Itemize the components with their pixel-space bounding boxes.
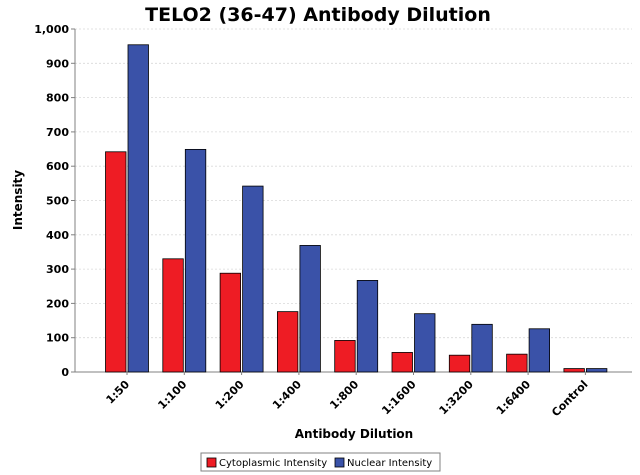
x-tick-label: 1:50 [104,378,133,407]
x-tick-label: Control [549,378,590,419]
x-tick-label: 1:6400 [494,378,534,418]
x-tick-label: 1:1600 [379,378,419,418]
bar-nuclear [127,44,149,373]
y-tick-label: 0 [61,366,69,379]
x-axis-ticks: 1:50 1:100 1:200 1:400 1:800 1:1600 1:3200 1:64… [104,372,591,419]
gridlines [75,28,632,339]
bar-nuclear [528,328,550,373]
bar-nuclear [586,368,608,373]
bar-cytoplasmic [105,151,127,373]
bar-cytoplasmic [448,354,471,373]
y-axis-ticks: 0 100 200 300 400 500 600 700 800 900 1,000 [34,23,75,379]
bar-nuclear [414,313,436,373]
y-tick-label: 600 [46,160,69,173]
bar-cytoplasmic [219,272,242,373]
bar-nuclear [471,323,493,373]
bar-cytoplasmic [334,340,356,373]
bar-nuclear [184,148,207,373]
x-tick-label: 1:400 [270,378,304,412]
bar-cytoplasmic [162,258,184,373]
legend-swatch-cytoplasmic [206,457,217,468]
bars [105,44,608,373]
y-tick-label: 400 [46,229,69,242]
bar-nuclear [299,245,321,373]
legend-frame [200,452,441,472]
y-tick-label: 900 [46,57,69,70]
y-tick-label: 1,000 [34,23,69,36]
bar-cytoplasmic [276,311,299,373]
bar-cytoplasmic [391,352,413,373]
legend: Cytoplasmic Intensity Nuclear Intensity [200,452,441,472]
y-tick-label: 200 [46,297,69,310]
y-tick-label: 500 [46,195,69,208]
bar-nuclear [356,280,379,373]
bar-cytoplasmic [563,368,585,373]
x-tick-label: 1:100 [155,378,189,412]
x-axis-label: Antibody Dilution [295,427,413,441]
bar-cytoplasmic [506,353,528,373]
x-tick-label: 1:200 [213,378,247,412]
x-tick-label: 1:3200 [437,378,477,418]
bar-nuclear [242,185,264,373]
y-tick-label: 100 [46,332,69,345]
y-axis-label: Intensity [11,170,25,230]
y-tick-label: 300 [46,263,69,276]
chart-title: TELO2 (36-47) Antibody Dilution [145,4,491,26]
legend-label-nuclear: Nuclear Intensity [347,458,432,469]
legend-swatch-nuclear [334,457,345,468]
legend-label-cytoplasmic: Cytoplasmic Intensity [219,458,327,469]
y-tick-label: 700 [46,126,69,139]
x-tick-label: 1:800 [327,378,361,412]
y-tick-label: 800 [46,92,69,105]
